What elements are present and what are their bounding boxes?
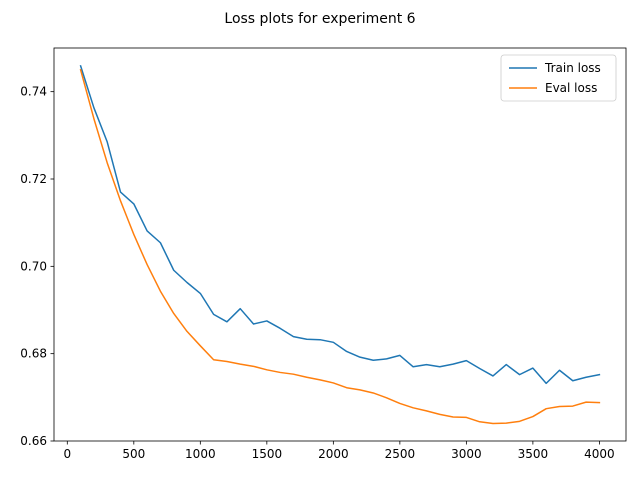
legend: Train loss Eval loss xyxy=(500,54,617,102)
x-tick-label: 0 xyxy=(63,447,71,461)
axes-frame xyxy=(53,47,627,442)
legend-label: Eval loss xyxy=(545,81,597,95)
y-tick-label: 0.70 xyxy=(20,259,47,273)
x-tick-label: 500 xyxy=(122,447,145,461)
legend-label: Train loss xyxy=(544,61,601,75)
y-tick-label: 0.66 xyxy=(20,434,47,448)
x-tick-label: 1000 xyxy=(185,447,216,461)
x-tick-label: 3000 xyxy=(451,447,482,461)
series-line-eval-loss xyxy=(79,68,601,425)
chart-title: Loss plots for experiment 6 xyxy=(224,11,415,27)
y-tick-label: 0.68 xyxy=(20,347,47,361)
legend-box xyxy=(500,54,617,102)
x-tick-label: 2000 xyxy=(318,447,349,461)
x-tick-label: 3500 xyxy=(518,447,549,461)
y-tick-label: 0.72 xyxy=(20,172,47,186)
x-tick-label: 1500 xyxy=(252,447,283,461)
x-tick-label: 4000 xyxy=(584,447,615,461)
y-tick-label: 0.74 xyxy=(20,85,47,99)
x-tick-label: 2500 xyxy=(385,447,416,461)
series-line-train-loss xyxy=(79,64,601,385)
plot-area: 0 500 1000 1500 2000 2500 3000 3500 4000 0.66 0.68… xyxy=(20,47,627,461)
